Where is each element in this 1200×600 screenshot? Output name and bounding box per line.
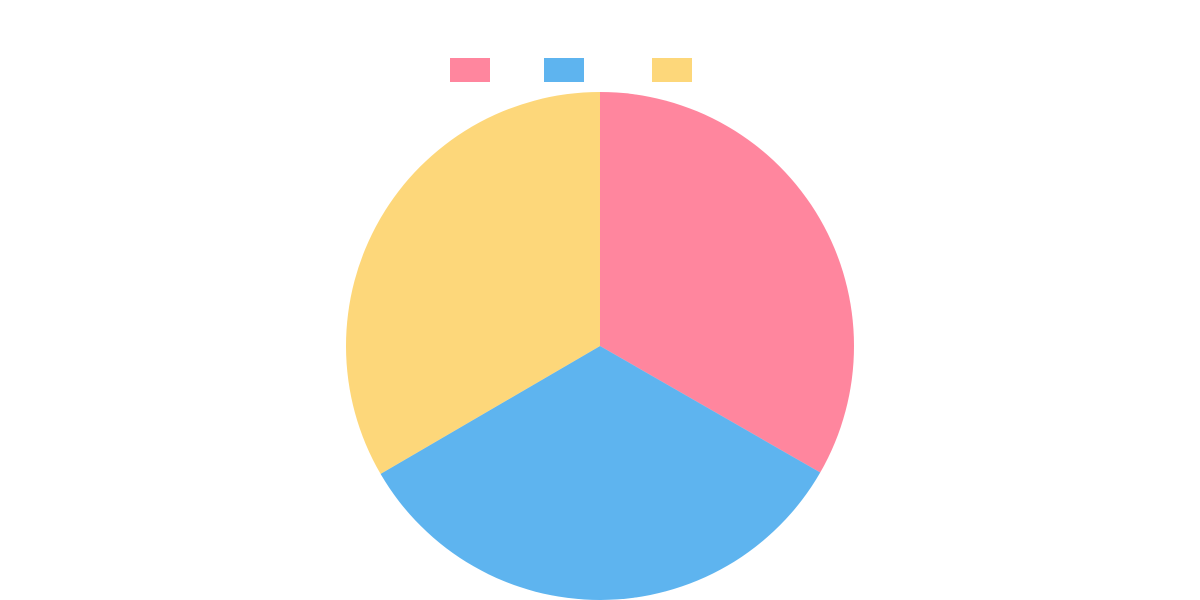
legend-item-3[interactable] [652, 58, 692, 82]
legend-swatch-3 [652, 58, 692, 82]
legend-item-1[interactable] [450, 58, 490, 82]
pie-slice-2[interactable] [380, 346, 821, 600]
pie-slices [345, 92, 854, 600]
pie-slice-1[interactable] [600, 92, 854, 473]
pie-slice-3[interactable] [345, 92, 600, 474]
legend-item-2[interactable] [544, 58, 584, 82]
legend-swatch-1 [450, 58, 490, 82]
legend [450, 58, 692, 82]
legend-swatch-2 [544, 58, 584, 82]
